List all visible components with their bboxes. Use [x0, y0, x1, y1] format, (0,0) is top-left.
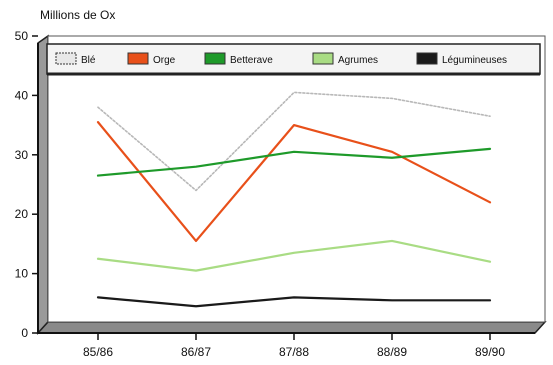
y-tick-label: 50 — [15, 29, 29, 43]
legend-swatch — [312, 52, 334, 65]
series-line — [96, 296, 492, 308]
y-tick-label: 40 — [15, 88, 29, 102]
legend-label: Betterave — [230, 55, 273, 66]
legend-swatch — [127, 52, 149, 65]
legend-label: Légumineuses — [442, 55, 507, 66]
y-tick-label: 10 — [15, 267, 29, 281]
x-tick-label: 88/89 — [377, 345, 407, 359]
plot-area — [47, 35, 546, 323]
y-axis-label: Millions de Ox — [40, 8, 115, 22]
legend-label: Agrumes — [338, 55, 378, 66]
x-tick-label: 86/87 — [181, 345, 211, 359]
series-line — [96, 239, 492, 272]
legend-swatch — [416, 52, 438, 65]
series-lines — [96, 91, 492, 308]
series-line — [96, 121, 492, 243]
legend-swatch — [204, 52, 226, 65]
y-tick-label: 20 — [15, 207, 29, 221]
series-line — [97, 91, 491, 192]
y-tick-label: 30 — [15, 148, 29, 162]
y-tick-label: 0 — [21, 326, 28, 340]
legend-label: Blé — [81, 55, 96, 66]
chart-left-wall — [37, 34, 49, 335]
legend-label: Orge — [153, 55, 176, 66]
y-ticks: 0 10 20 30 40 50 — [15, 29, 38, 340]
x-tick-label: 85/86 — [83, 345, 113, 359]
x-tick-label: 87/88 — [279, 345, 309, 359]
chart-floor — [36, 321, 547, 334]
x-tick-label: 89/90 — [475, 345, 505, 359]
x-ticks: 85/86 86/87 87/88 88/89 89/90 — [83, 333, 505, 359]
series-line — [96, 147, 492, 177]
legend-swatch — [55, 52, 77, 65]
legend: Blé Orge Betterave Agrumes Légumineuses — [46, 43, 541, 76]
